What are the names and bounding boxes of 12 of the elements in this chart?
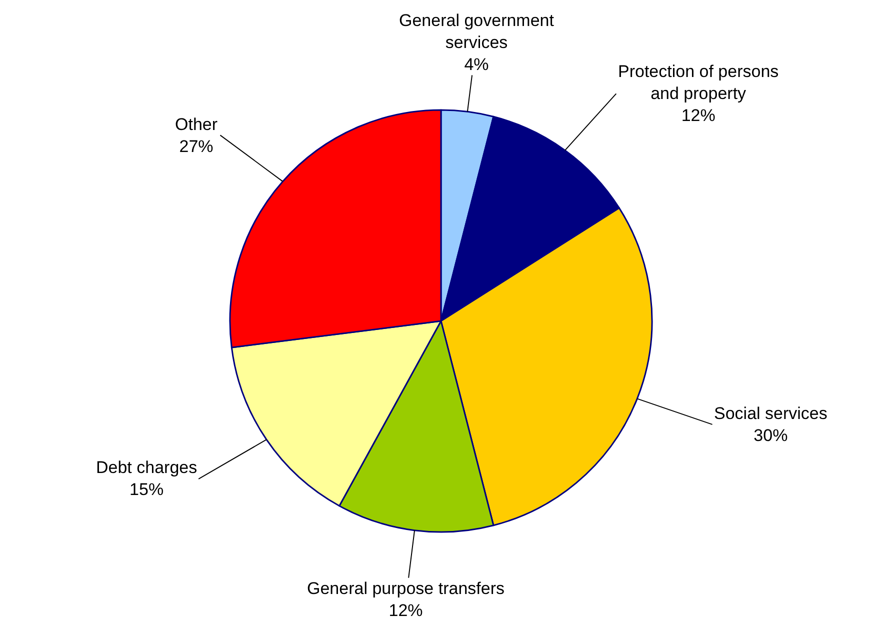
slice-label: Protection of persons and property bbox=[618, 62, 779, 104]
slice-label: General purpose transfers bbox=[307, 579, 504, 598]
slice-label: General government services bbox=[399, 11, 554, 52]
data-label: 12% bbox=[388, 601, 423, 620]
data-label: 30% bbox=[754, 426, 788, 446]
data-label: 12% bbox=[681, 106, 716, 126]
slice-label: Debt charges bbox=[96, 458, 198, 477]
slice-label: Other bbox=[175, 115, 218, 134]
data-label: 27% bbox=[179, 137, 214, 156]
slice-label: Social services bbox=[714, 404, 828, 423]
data-label: 4% bbox=[464, 55, 489, 74]
data-label: 15% bbox=[130, 480, 164, 500]
